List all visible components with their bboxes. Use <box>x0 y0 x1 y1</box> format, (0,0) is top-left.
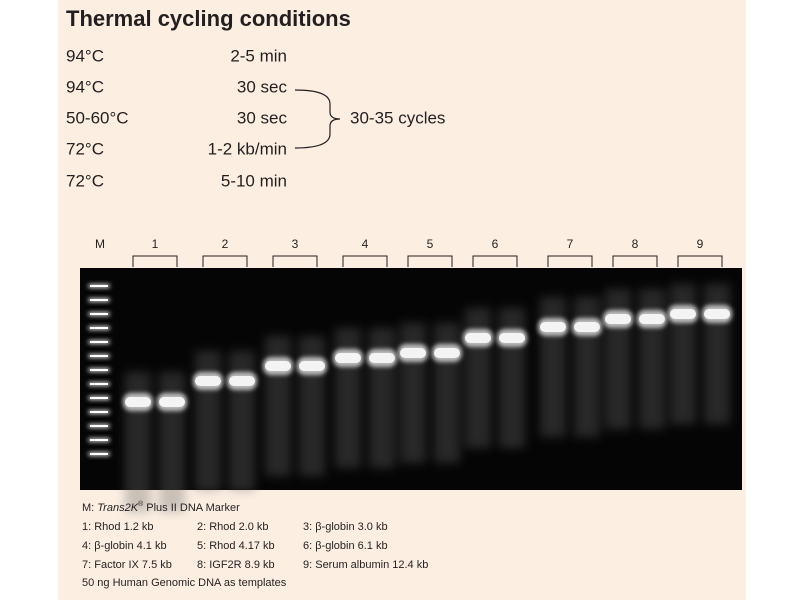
gel-bands <box>88 284 732 512</box>
band <box>335 353 361 363</box>
lane-bracket <box>407 255 453 267</box>
lane-bracket <box>472 255 518 267</box>
ladder-band <box>90 397 108 399</box>
lane-bracket <box>342 255 388 267</box>
band <box>704 309 730 319</box>
band <box>499 333 525 343</box>
ladder-band <box>90 341 108 343</box>
ladder-band <box>90 411 108 413</box>
temperature: 94°C <box>66 77 104 96</box>
band <box>465 333 491 343</box>
lane-labels: M 1 2 3 4 5 6 7 8 9 <box>95 237 723 267</box>
duration: 30 sec <box>237 108 288 127</box>
band <box>299 361 325 371</box>
legend-item: 3: β-globin 3.0 kb <box>303 521 388 533</box>
lane-bracket <box>547 255 593 267</box>
band <box>265 361 291 371</box>
brace <box>294 89 341 149</box>
legend-item: 5: Rhod 4.17 kb <box>197 540 275 552</box>
lane-label: 2 <box>222 237 229 251</box>
title: Thermal cycling conditions <box>66 6 351 31</box>
ladder-band <box>90 355 108 357</box>
ladder-band <box>90 327 108 329</box>
duration: 2-5 min <box>230 46 287 65</box>
lane-label: 7 <box>567 237 574 251</box>
duration: 5-10 min <box>221 171 287 190</box>
lane-label: 1 <box>152 237 159 251</box>
lane-bracket <box>612 255 658 267</box>
legend-text: M: <box>82 502 97 514</box>
legend-text: Trans2K <box>97 502 138 514</box>
band <box>540 322 566 332</box>
lane-bracket <box>132 255 178 267</box>
band <box>125 397 151 407</box>
temperature: 72°C <box>66 171 104 190</box>
band <box>574 322 600 332</box>
legend-item: 6: β-globin 6.1 kb <box>303 540 388 552</box>
legend-item: 8: IGF2R 8.9 kb <box>197 559 275 571</box>
duration: 30 sec <box>237 77 288 96</box>
legend-item: 2: Rhod 2.0 kb <box>197 521 269 533</box>
lane-label: 8 <box>632 237 639 251</box>
legend-text: Plus II DNA Marker <box>143 502 240 514</box>
band <box>195 376 221 386</box>
lane-bracket <box>677 255 723 267</box>
legend-item: 1: Rhod 1.2 kb <box>82 521 154 533</box>
lane-label: 9 <box>697 237 704 251</box>
lane-label: 4 <box>362 237 369 251</box>
band <box>369 353 395 363</box>
ladder-band <box>90 369 108 371</box>
legend-item: 9: Serum albumin 12.4 kb <box>303 559 428 571</box>
duration: 1-2 kb/min <box>208 139 287 158</box>
temperature: 50-60°C <box>66 108 129 127</box>
ladder-band <box>90 383 108 385</box>
lane-label: 3 <box>292 237 299 251</box>
legend-text: ® <box>138 500 144 508</box>
band <box>605 314 631 324</box>
legend-marker: M: Trans2K® Plus II DNA Marker <box>82 500 240 514</box>
ladder-band <box>90 439 108 441</box>
ladder-band <box>90 299 108 301</box>
lane-label: 5 <box>427 237 434 251</box>
temperature: 94°C <box>66 46 104 65</box>
lane-bracket <box>202 255 248 267</box>
ladder-band <box>90 285 108 287</box>
ladder-band <box>90 453 108 455</box>
lane-bracket <box>272 255 318 267</box>
lane-label: 6 <box>492 237 499 251</box>
band <box>639 314 665 324</box>
ladder-band <box>90 313 108 315</box>
temperature: 72°C <box>66 139 104 158</box>
ladder-band <box>90 425 108 427</box>
band <box>159 397 185 407</box>
legend-note: 50 ng Human Genomic DNA as templates <box>82 577 287 589</box>
band <box>434 348 460 358</box>
legend-item: 7: Factor IX 7.5 kb <box>82 559 172 571</box>
legend-item: 4: β-globin 4.1 kb <box>82 540 167 552</box>
band <box>400 348 426 358</box>
lane-label: M <box>95 237 105 251</box>
cycle-count: 30-35 cycles <box>350 108 445 127</box>
band <box>229 376 255 386</box>
band <box>670 309 696 319</box>
